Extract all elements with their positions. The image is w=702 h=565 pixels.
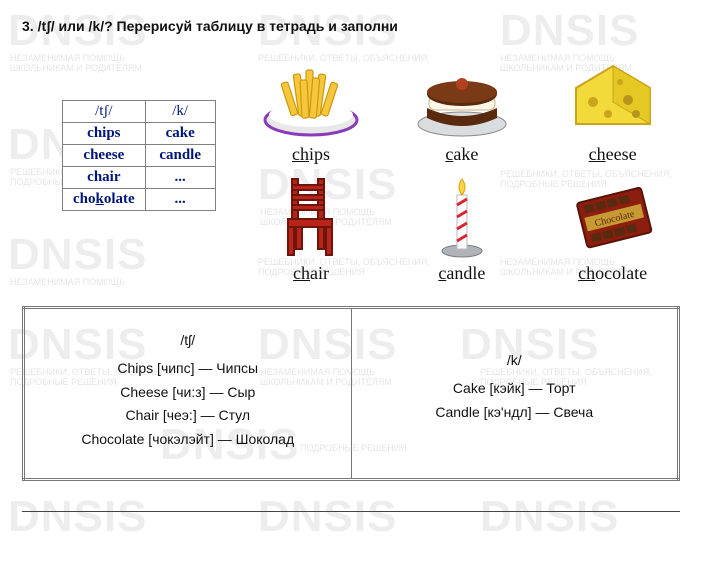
picture-label: cake	[445, 144, 478, 165]
st-cell: cheese	[63, 145, 146, 167]
st-cell: chokolate	[63, 189, 146, 211]
st-cell: ...	[145, 189, 215, 211]
cheese-icon	[558, 52, 668, 142]
picture-label: chips	[292, 144, 330, 165]
sound-table-head-k: /k/	[145, 101, 215, 123]
answer-line: Cake [кэйк] — Торт	[364, 377, 666, 401]
picture-label: cheese	[589, 144, 637, 165]
sound-table-head-tsh: /tʃ/	[63, 101, 146, 123]
candle-icon	[407, 171, 517, 261]
chair-icon	[256, 171, 366, 261]
answer-table: /tʃ/ Chips [чипс] — Чипсы Cheese [чи:з] …	[22, 306, 680, 481]
st-cell: chips	[63, 123, 146, 145]
answer-line: Cheese [чи:з] — Сыр	[37, 381, 339, 405]
answer-col-tsh: /tʃ/ Chips [чипс] — Чипсы Cheese [чи:з] …	[24, 308, 352, 480]
answer-col-k: /k/ Cake [кэйк] — Торт Candle [кэ'ндл] —…	[351, 308, 679, 480]
answer-line: Chocolate [чокэлэйт] — Шоколад	[37, 428, 339, 452]
chocolate-icon: Chocolate	[558, 171, 668, 261]
st-cell: cake	[145, 123, 215, 145]
picture-chocolate: Chocolate chocolate	[558, 171, 668, 284]
answer-line: Candle [кэ'ндл] — Свеча	[364, 401, 666, 425]
st-cell: ...	[145, 167, 215, 189]
picture-candle: candle	[407, 171, 517, 284]
picture-chair: chair	[256, 171, 366, 284]
answer-head-tsh: /tʃ/	[37, 329, 339, 353]
picture-cake: cake	[407, 52, 517, 165]
picture-label: chair	[293, 263, 329, 284]
picture-grid: chips cake	[244, 52, 680, 284]
answer-line: Chips [чипс] — Чипсы	[37, 357, 339, 381]
st-cell: chair	[63, 167, 146, 189]
picture-chips: chips	[256, 52, 366, 165]
picture-cheese: cheese	[558, 52, 668, 165]
bottom-rule	[22, 511, 680, 512]
exercise-heading: 3. /tʃ/ или /k/? Перерисуй таблицу в тет…	[22, 18, 680, 34]
picture-label: chocolate	[578, 263, 647, 284]
st-cell: candle	[145, 145, 215, 167]
sound-table: /tʃ/ /k/ chips cake cheese candle chair …	[62, 100, 216, 211]
cake-icon	[407, 52, 517, 142]
answer-line: Chair [чеэ:] — Стул	[37, 404, 339, 428]
picture-label: candle	[438, 263, 485, 284]
chips-icon	[256, 52, 366, 142]
answer-head-k: /k/	[364, 349, 666, 373]
